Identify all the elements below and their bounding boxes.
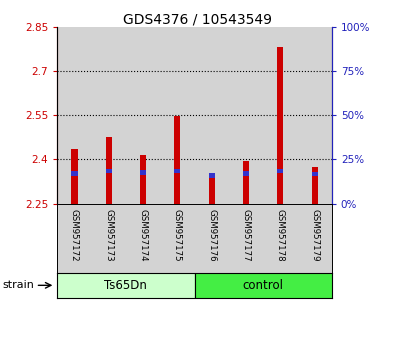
Bar — [209, 173, 215, 178]
Bar — [160, 27, 195, 204]
Text: strain: strain — [2, 280, 34, 290]
Bar — [140, 170, 146, 175]
Bar — [71, 171, 77, 176]
Text: GSM957172: GSM957172 — [70, 209, 79, 262]
Bar — [195, 27, 229, 204]
Bar — [57, 27, 92, 204]
Bar — [105, 137, 112, 204]
Bar — [263, 27, 297, 204]
Bar — [209, 177, 215, 204]
Bar — [277, 47, 284, 204]
Bar — [297, 27, 332, 204]
Bar — [312, 172, 318, 176]
Text: GSM957175: GSM957175 — [173, 209, 182, 262]
Bar — [277, 169, 284, 173]
Text: GSM957179: GSM957179 — [310, 209, 319, 262]
Bar — [71, 149, 77, 204]
Text: GSM957176: GSM957176 — [207, 209, 216, 262]
Text: GSM957177: GSM957177 — [241, 209, 250, 262]
Bar — [140, 155, 146, 204]
Bar — [57, 273, 195, 298]
Text: control: control — [243, 279, 284, 292]
Bar — [174, 116, 181, 204]
Bar — [229, 27, 263, 204]
Text: GDS4376 / 10543549: GDS4376 / 10543549 — [123, 12, 272, 27]
Bar — [92, 27, 126, 204]
Bar — [243, 161, 249, 204]
Text: GSM957174: GSM957174 — [139, 209, 148, 262]
Bar — [126, 27, 160, 204]
Text: Ts65Dn: Ts65Dn — [104, 279, 147, 292]
Text: GSM957178: GSM957178 — [276, 209, 285, 262]
Bar — [312, 167, 318, 204]
Bar — [243, 171, 249, 176]
Bar — [105, 169, 112, 173]
Bar — [174, 169, 181, 173]
Bar — [195, 273, 332, 298]
Text: GSM957173: GSM957173 — [104, 209, 113, 262]
